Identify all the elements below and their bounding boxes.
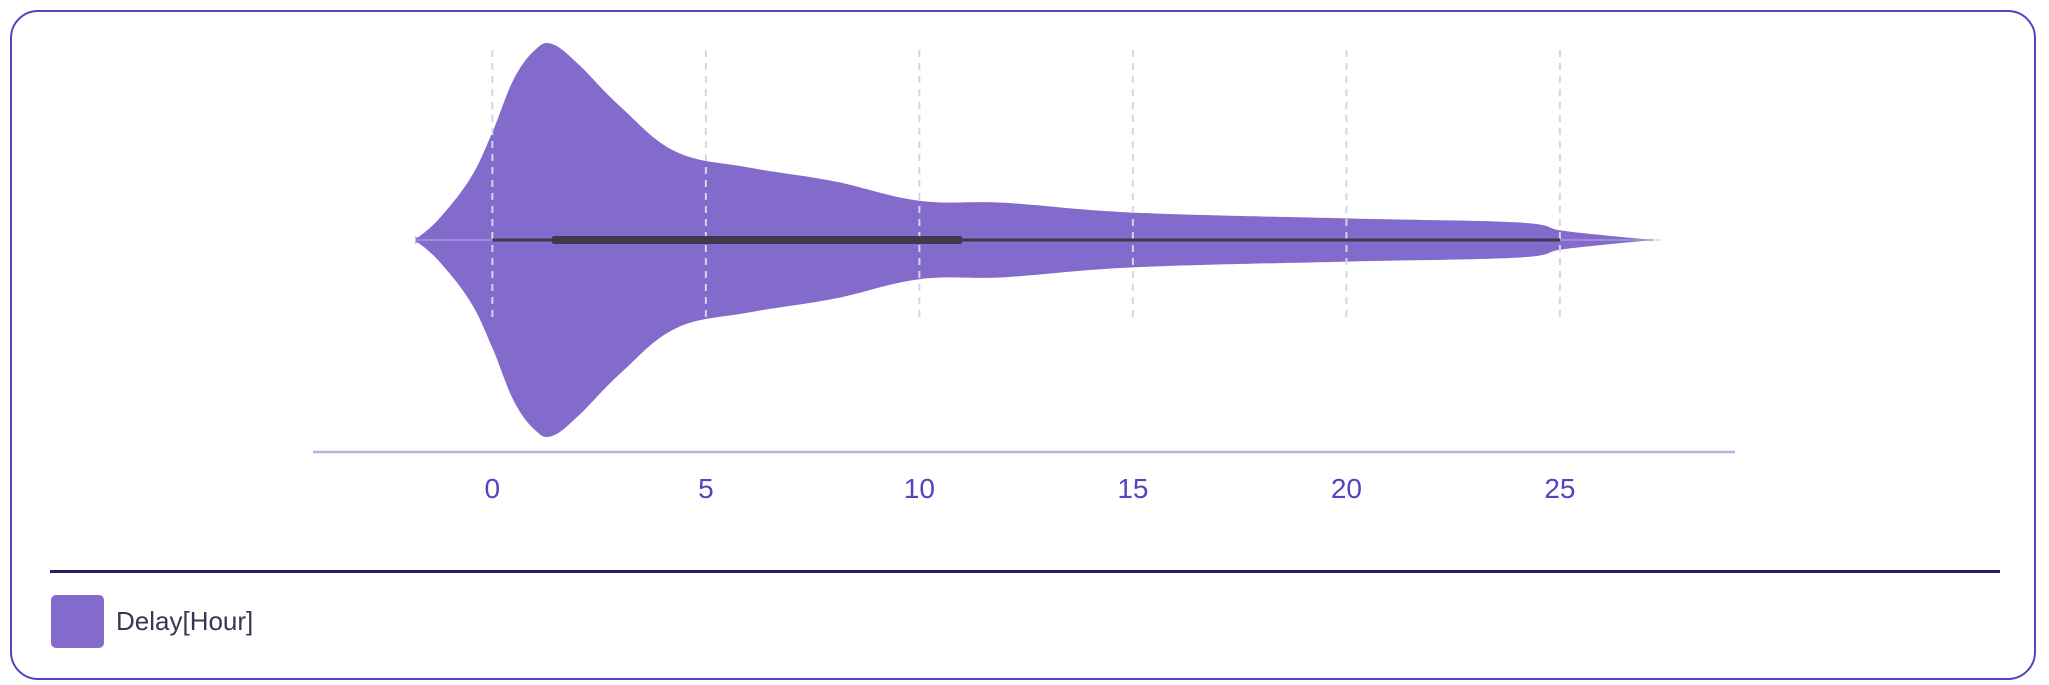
- x-tick-label-3: 15: [1117, 473, 1148, 504]
- chart-card: [10, 10, 2036, 680]
- legend-divider: [50, 570, 2000, 573]
- legend-label: Delay[Hour]: [116, 606, 254, 636]
- x-tick-label-2: 10: [904, 473, 935, 504]
- grid-layer: [491, 50, 1561, 320]
- x-tick-label-4: 20: [1331, 473, 1362, 504]
- box-layer: [492, 236, 1560, 244]
- x-tick-label-0: 0: [485, 473, 501, 504]
- x-tick-label-5: 25: [1544, 473, 1575, 504]
- box-iqr: [552, 236, 963, 244]
- x-tick-label-1: 5: [698, 473, 714, 504]
- axis-layer: 0 5 10 15 20 25: [313, 450, 1735, 504]
- legend-swatch: [51, 595, 104, 648]
- legend: Delay[Hour]: [51, 595, 253, 648]
